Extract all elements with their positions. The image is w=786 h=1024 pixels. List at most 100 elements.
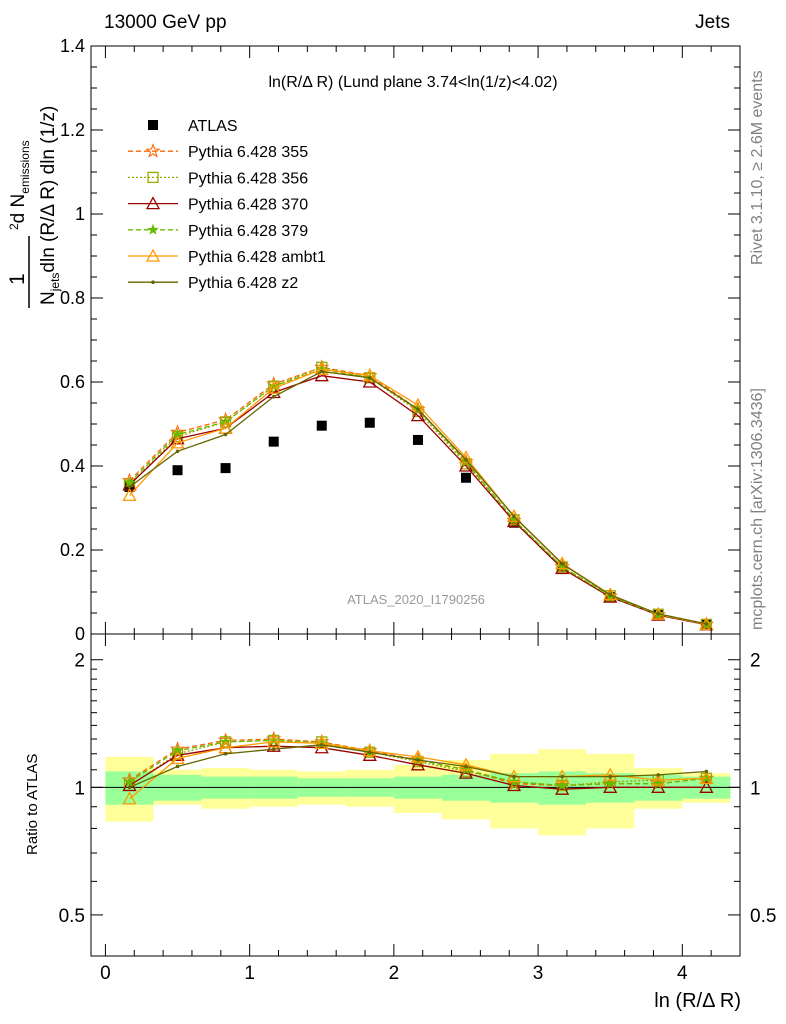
ratio-series (91, 730, 740, 836)
ratio-data-point (314, 735, 329, 749)
ratio-data-point (362, 743, 377, 757)
ratio-frame (90, 633, 741, 957)
ratio-data-point (319, 742, 324, 747)
ratio-y-ticks: 0.5 0.5 1 1 2 2 (59, 651, 777, 927)
ratio-data-point (512, 774, 516, 779)
main-data-point (506, 509, 522, 523)
x-axis-label: ln (R/Δ R) (654, 990, 741, 1012)
main-y-tick-label: 1.2 (60, 120, 85, 140)
main-data-point (223, 432, 228, 437)
legend-marker (148, 120, 158, 130)
ratio-panel: 0.5 0.5 1 1 2 2 0 1 2 3 4 Ratio to ATLAS ln (R/Δ … (24, 46, 776, 1012)
ratio-data-point (416, 758, 420, 762)
legend-marker (151, 280, 155, 285)
ratio-series-6 (127, 742, 709, 790)
ratio-y-tick-label-right: 1 (750, 778, 761, 799)
main-title: ln(R/Δ R) (Lund plane 3.74<ln(1/z)<4.02) (268, 74, 557, 91)
ratio-data-point (266, 734, 281, 748)
ratio-y-tick-label: 2 (74, 651, 85, 672)
legend-label: Pythia 6.428 355 (188, 144, 308, 161)
ratio-data-point (458, 757, 474, 771)
main-data-point (127, 485, 132, 489)
main-data-point (268, 436, 279, 447)
main-data-point (410, 408, 426, 422)
legend-label: ATLAS (188, 118, 238, 135)
main-data-point (560, 562, 564, 566)
main-data-point (416, 407, 420, 412)
main-data-point (608, 593, 612, 597)
ratio-data-point (122, 791, 137, 805)
legend-marker (145, 248, 161, 262)
ratio-data-point (362, 747, 377, 761)
main-bands (121, 359, 715, 631)
main-data-point (220, 463, 231, 474)
main-data-point (367, 376, 372, 380)
main-series-mc-1 (121, 359, 715, 631)
main-series-mc-6 (127, 369, 709, 626)
main-data-point (656, 612, 661, 616)
main-data-point (314, 368, 329, 382)
ratio-data-point (604, 777, 617, 789)
legend-marker (145, 196, 161, 210)
ratio-data-point (656, 773, 661, 777)
ratio-data-point (603, 767, 618, 781)
main-y-tick-label: 0 (75, 624, 85, 644)
ratio-data-point (651, 772, 666, 786)
ratio-data-point (556, 779, 569, 791)
main-y-tick-label: 0.2 (60, 540, 85, 560)
x-tick-label: 4 (677, 963, 688, 984)
main-y-tick-label: 1 (75, 204, 85, 224)
main-data-point (555, 556, 570, 570)
ratio-data-point (127, 785, 132, 790)
main-data-point (314, 362, 329, 376)
main-data-point (122, 488, 137, 502)
y-label-one: 1 (6, 273, 29, 285)
ratio-data-point (704, 769, 709, 774)
main-legend: ATLAS Pythia 6.428 355 Pythia 6.428 356 Pyt… (128, 118, 326, 292)
legend-label: Pythia 6.428 356 (188, 170, 308, 187)
main-data-point (412, 434, 423, 445)
main-data-point (512, 514, 516, 519)
x-ticks: 0 1 2 3 4 (100, 46, 712, 984)
main-panel: ln(R/Δ R) (Lund plane 3.74<ln(1/z)<4.02)… (60, 36, 741, 644)
main-data-point (271, 394, 276, 399)
watermark: ATLAS_2020_I1790256 (347, 592, 485, 607)
main-data-point (172, 465, 183, 476)
ratio-data-point (560, 774, 564, 779)
y-label-num: 2d Nemissions (7, 140, 32, 230)
x-tick-label: 0 (100, 963, 111, 984)
mcplots-label: mcplots.cern.ch [arXiv:1306.3436] (749, 388, 766, 630)
ratio-data-point (699, 770, 714, 784)
legend-marker (145, 143, 161, 158)
ratio-data-point (223, 751, 228, 756)
main-data-point (704, 622, 709, 626)
ratio-y-label: Ratio to ATLAS (24, 754, 41, 855)
legend-label: Pythia 6.428 ambt1 (188, 249, 326, 266)
legend-label: Pythia 6.428 370 (188, 197, 308, 214)
ratio-data-point (175, 764, 180, 769)
main-y-tick-label: 0.6 (60, 372, 85, 392)
rivet-label: Rivet 3.1.10, ≥ 2.6M events (749, 70, 766, 265)
header-left: 13000 GeV pp (104, 12, 227, 33)
ratio-y-tick-label: 1 (74, 778, 85, 799)
ratio-data-point (271, 747, 276, 752)
main-y-tick-label: 0.4 (60, 456, 85, 476)
ratio-data-point (608, 774, 612, 779)
ratio-data-point (170, 751, 185, 765)
main-data-point (603, 587, 618, 601)
main-data-point (175, 449, 180, 454)
ratio-y-tick-label-right: 0.5 (750, 906, 776, 927)
ratio-y-tick-label-right: 2 (750, 651, 761, 672)
ratio-data-point (410, 749, 426, 763)
x-tick-label: 1 (244, 963, 255, 984)
main-data-point (170, 435, 185, 449)
header-right: Jets (695, 12, 730, 33)
main-y-tick-label: 0.8 (60, 288, 85, 308)
main-data-point (464, 457, 468, 462)
main-y-tick-label: 1.4 (60, 36, 85, 56)
main-data-point (651, 606, 666, 620)
ratio-data-point (464, 764, 468, 769)
main-data-point (123, 476, 136, 488)
main-series-line (129, 375, 707, 626)
